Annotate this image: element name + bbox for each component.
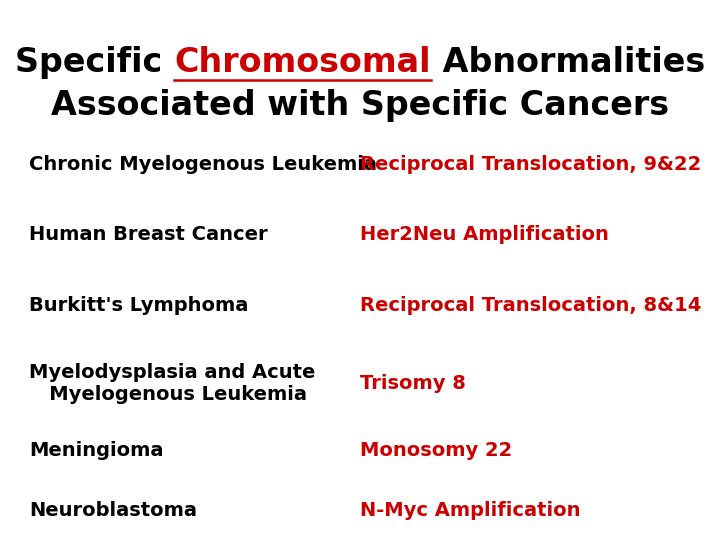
Text: Trisomy 8: Trisomy 8 xyxy=(360,374,466,393)
Text: Reciprocal Translocation, 8&14: Reciprocal Translocation, 8&14 xyxy=(360,295,701,315)
Text: Meningioma: Meningioma xyxy=(29,441,163,461)
Text: Her2Neu Amplification: Her2Neu Amplification xyxy=(360,225,609,245)
Text: Burkitt's Lymphoma: Burkitt's Lymphoma xyxy=(29,295,248,315)
Text: Chronic Myelogenous Leukemia: Chronic Myelogenous Leukemia xyxy=(29,155,377,174)
Text: Neuroblastoma: Neuroblastoma xyxy=(29,501,197,520)
Text: Specific: Specific xyxy=(15,46,174,79)
Text: Abnormalities: Abnormalities xyxy=(431,46,705,79)
Text: Chromosomal: Chromosomal xyxy=(174,46,431,79)
Text: Monosomy 22: Monosomy 22 xyxy=(360,441,512,461)
Text: N-Myc Amplification: N-Myc Amplification xyxy=(360,501,580,520)
Text: Reciprocal Translocation, 9&22: Reciprocal Translocation, 9&22 xyxy=(360,155,701,174)
Text: Myelodysplasia and Acute
   Myelogenous Leukemia: Myelodysplasia and Acute Myelogenous Leu… xyxy=(29,363,315,404)
Text: Associated with Specific Cancers: Associated with Specific Cancers xyxy=(51,89,669,122)
Text: Human Breast Cancer: Human Breast Cancer xyxy=(29,225,267,245)
